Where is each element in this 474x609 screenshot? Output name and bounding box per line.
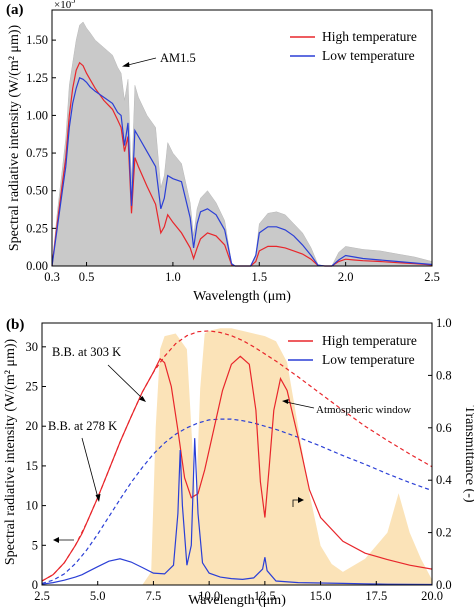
a-xtick-label: 1.0 [165, 270, 181, 284]
a-ytick-label: 1.25 [26, 71, 48, 85]
panel-a-label: (a) [6, 2, 24, 18]
panel-a-legend: High temperature Low temperature [290, 29, 417, 63]
panel-a-frame [51, 9, 433, 267]
b-y2tick-label: 0.8 [436, 368, 452, 382]
b-xtick-label: 12.5 [254, 589, 276, 603]
panel-b-y2label: Transmittance (-) [462, 405, 474, 502]
series-b-high [41, 355, 433, 582]
a-xtick-label: 1.5 [251, 270, 267, 284]
series-am15-fill [51, 21, 433, 267]
a-ytick-label: 0.00 [26, 259, 48, 273]
left-axis-arrowhead [53, 537, 59, 543]
bb303-arrowhead [139, 396, 146, 402]
legend-b-low-label: Low temperature [322, 352, 415, 367]
b-ytick-label: 25 [26, 380, 39, 394]
a-xtick-label: 0.5 [79, 270, 95, 284]
b-ytick-label: 15 [26, 459, 39, 473]
b-ytick-label: 10 [26, 499, 39, 513]
a-ytick-label: 0.25 [26, 221, 48, 235]
a-xtick-label: 2.5 [424, 270, 440, 284]
panel-b-label: (b) [6, 317, 24, 333]
panel-a-exponent: ×105 [54, 0, 75, 11]
legend-high-label: High temperature [322, 29, 417, 44]
b-xtick-label: 15.0 [310, 589, 332, 603]
right-axis-arrowhead [298, 497, 304, 503]
series-bb278 [41, 418, 433, 584]
b-ytick-label: 5 [32, 538, 38, 552]
b-ytick-label: 0 [32, 578, 38, 592]
am15-annotation: AM1.5 [160, 51, 196, 65]
a-ytick-label: 1.50 [26, 33, 48, 47]
am15-arrowhead [122, 62, 130, 67]
b-xtick-label: 5.0 [90, 589, 106, 603]
atm-window-annotation: Atmospheric window [316, 404, 411, 416]
a-ytick-label: 0.50 [26, 184, 48, 198]
series-bb303 [41, 330, 433, 582]
a-xtick-label: 2.0 [338, 270, 354, 284]
a-xtick-label: 0.3 [44, 270, 60, 284]
panel-b-legend: High temperature Low temperature [288, 333, 417, 367]
a-ytick-label: 1.00 [26, 108, 48, 122]
b-y2tick-label: 0.6 [436, 421, 452, 435]
b-xtick-label: 17.5 [365, 589, 387, 603]
b-y2tick-label: 0.4 [436, 473, 452, 487]
bb278-annotation: B.B. at 278 K [48, 419, 117, 433]
bb278-arrow [81, 437, 99, 499]
b-xtick-label: 7.5 [146, 589, 162, 603]
panel-a-ylabel: Spectral radiative intensity (W/(m² μm)) [7, 25, 22, 252]
atm-window-arrowhead [282, 399, 289, 404]
b-ytick-label: 30 [26, 340, 39, 354]
panel-b-ylabel: Spectral radiative intensity (W/(m² μm)) [3, 339, 18, 566]
panel-b: (b) 2.5 5.0 7.5 10.0 12.5 15.0 17.5 20.0 0 5 10 15… [3, 316, 474, 608]
panel-a-xlabel: Wavelength (μm) [193, 289, 291, 304]
b-xtick-label: 20.0 [421, 589, 443, 603]
series-b-low [41, 438, 433, 586]
panel-b-xlabel: Wavelength (μm) [188, 593, 286, 608]
bb303-annotation: B.B. at 303 K [52, 345, 121, 359]
bb278-arrowhead [95, 494, 101, 502]
a-ytick-label: 0.75 [26, 146, 48, 160]
am15-arrow [123, 57, 157, 67]
legend-low-label: Low temperature [322, 48, 415, 63]
b-xtick-label: 2.5 [34, 589, 50, 603]
b-y2tick-label: 0.2 [436, 526, 452, 540]
panel-a: (a) 0.3 0.5 1.0 1.5 2.0 2.5 0.00 0.25 0.50 0.75 1… [6, 0, 440, 304]
atm-window-arrow [285, 401, 315, 409]
b-xtick-label: 10.0 [198, 589, 220, 603]
b-y2tick-label: 0.0 [436, 578, 452, 592]
bb303-arrow [107, 364, 145, 401]
panel-b-frame [41, 322, 433, 586]
series-atm-window-fill [42, 328, 432, 585]
legend-b-high-label: High temperature [322, 333, 417, 348]
b-ytick-label: 20 [26, 419, 39, 433]
b-y2tick-label: 1.0 [436, 316, 452, 330]
